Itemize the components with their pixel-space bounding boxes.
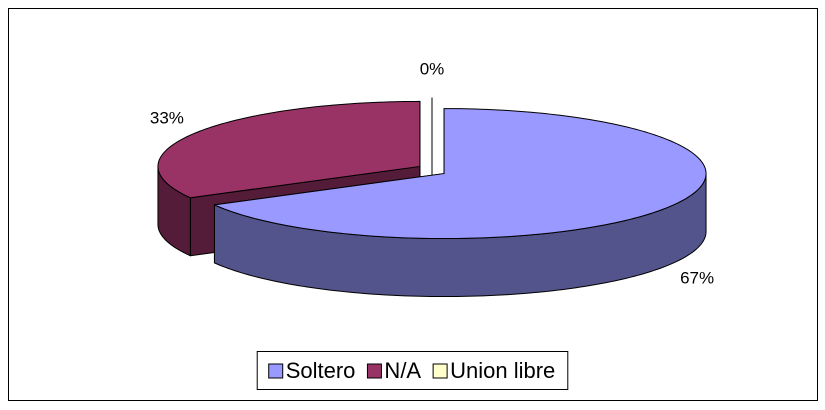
legend-label: Union libre	[450, 358, 555, 383]
legend-label: N/A	[384, 358, 421, 383]
slice-top	[213, 108, 707, 240]
slice	[213, 108, 707, 298]
legend: Soltero N/A Union libre	[268, 358, 555, 383]
legend-swatch	[366, 363, 382, 379]
legend-swatch	[432, 363, 448, 379]
data-label: 67%	[680, 268, 714, 287]
data-label: 33%	[150, 109, 184, 128]
data-label: 0%	[420, 59, 445, 78]
slice-top	[157, 100, 421, 199]
legend-box	[256, 351, 569, 390]
legend-label: Soltero	[286, 358, 356, 383]
pie: 67% 33% 0%	[150, 59, 714, 298]
legend-swatch	[268, 363, 284, 379]
